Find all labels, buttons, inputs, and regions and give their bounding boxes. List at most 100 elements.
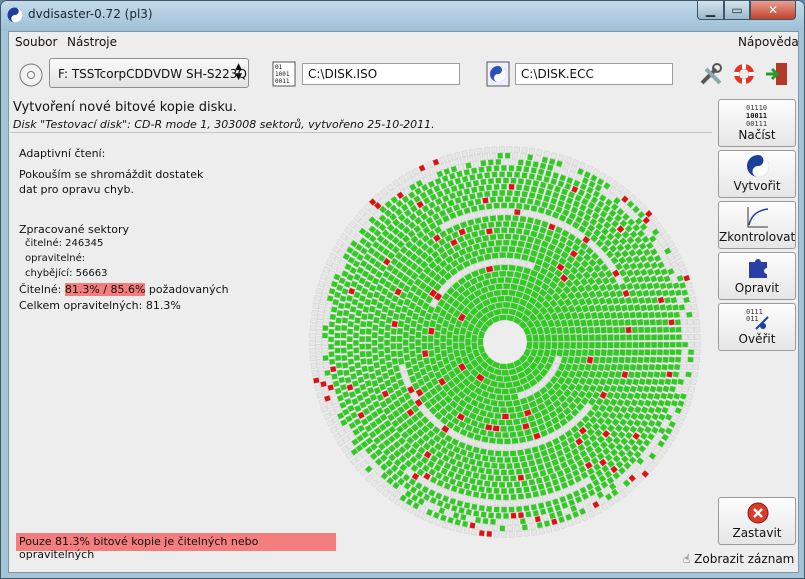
read-button[interactable]: 01110 10011 00111 Načíst [718, 99, 796, 147]
sector-cell [586, 467, 596, 476]
sector-cell [378, 423, 387, 432]
sector-cell [512, 379, 522, 388]
create-button[interactable]: Vytvořit [718, 150, 796, 198]
sector-cell [662, 385, 670, 393]
sector-cell [544, 293, 554, 303]
sector-cell [600, 349, 608, 357]
drive-select-value: F: TSSTcorpCDDVDW SH-S223Q [58, 67, 247, 81]
sector-cell [461, 297, 471, 307]
sector-cell [532, 284, 542, 294]
sector-cell [567, 304, 576, 314]
sector-cell [406, 385, 416, 395]
menu-tools[interactable]: Nástroje [67, 35, 118, 49]
sector-cell [463, 252, 473, 261]
sector-cell [397, 357, 405, 366]
verify-button[interactable]: Zkontrolovat [718, 201, 796, 249]
sector-cell [587, 510, 596, 519]
sector-cell [508, 183, 515, 190]
lifebuoy-icon[interactable] [731, 61, 757, 87]
sector-cell [550, 518, 558, 526]
sector-cell [519, 397, 529, 406]
sector-cell [318, 373, 326, 381]
sector-cell [429, 298, 439, 308]
sector-cell [433, 264, 443, 274]
sector-cell [571, 469, 581, 478]
sector-cell [517, 511, 525, 519]
sector-cell [579, 356, 588, 365]
sector-cell [352, 347, 360, 354]
stop-button[interactable]: Zastavit [718, 497, 796, 545]
sector-cell [553, 185, 562, 194]
sector-cell [494, 431, 502, 439]
sector-cell [372, 400, 381, 409]
sector-cell [364, 446, 374, 455]
sector-cell [529, 325, 539, 336]
sector-cell [544, 189, 553, 197]
sector-cell [506, 481, 513, 488]
sector-cell [498, 481, 506, 488]
sector-cell [448, 172, 457, 180]
sector-cell [390, 464, 399, 473]
sector-cell [511, 296, 521, 304]
sector-cell [425, 508, 434, 517]
sector-cell [595, 397, 604, 407]
sector-cell [502, 432, 510, 439]
sector-cell [604, 269, 614, 279]
iso-path-field[interactable]: C:\DISK.ISO [302, 63, 460, 85]
sector-cell [625, 326, 632, 334]
sector-cell [565, 492, 574, 501]
sector-cell [622, 311, 630, 319]
menu-help[interactable]: Nápověda [738, 35, 799, 49]
sector-cell [605, 404, 614, 414]
sector-cell [554, 285, 564, 295]
sector-cell [548, 410, 558, 419]
sector-cell [495, 494, 502, 501]
sector-cell [416, 437, 426, 447]
sector-cell [604, 470, 613, 479]
sector-cell [568, 211, 577, 221]
sector-cell [605, 296, 614, 306]
menu-file[interactable]: Soubor [15, 35, 58, 49]
sector-cell [622, 262, 631, 271]
compare-button[interactable]: 0111 011 Ověřit [718, 303, 796, 351]
show-log-button[interactable]: ☝ Zobrazit záznam [683, 552, 794, 566]
sector-cell [452, 511, 460, 520]
sector-cell [502, 220, 510, 228]
sector-cell [531, 528, 538, 536]
sector-cell [625, 449, 635, 458]
sector-cell [459, 156, 467, 165]
sector-cell [522, 467, 531, 475]
minimize-button[interactable]: ▁ [697, 1, 724, 20]
maximize-button[interactable]: ▭ [724, 1, 750, 20]
sector-cell [478, 485, 486, 493]
sector-cell [319, 298, 327, 306]
sector-cell [513, 271, 522, 279]
sector-cell [452, 424, 462, 434]
sector-cell [385, 467, 394, 477]
sector-cell [639, 268, 648, 277]
drive-select[interactable]: F: TSSTcorpCDDVDW SH-S223Q ▲ ▼ [49, 58, 249, 88]
sector-cell [464, 312, 474, 322]
exit-icon[interactable] [764, 61, 790, 87]
sector-cell [474, 497, 482, 505]
sector-cell [491, 208, 499, 216]
sector-cell [610, 219, 620, 229]
sector-cell [424, 480, 433, 489]
sector-cell [632, 282, 641, 291]
sector-cell [417, 497, 426, 506]
sector-cell [426, 305, 436, 315]
sector-cell [487, 240, 495, 248]
sector-cell [461, 288, 472, 298]
sector-cell [476, 523, 484, 531]
sector-cell [452, 445, 461, 454]
sector-cell [480, 369, 491, 379]
tools-icon[interactable] [698, 61, 724, 87]
sector-cell [574, 369, 584, 379]
repair-button[interactable]: Opravit [718, 252, 796, 300]
title-bar[interactable]: dvdisaster-0.72 (pl3) ▁ ▭ ✕ [1, 1, 804, 31]
close-button[interactable]: ✕ [750, 1, 796, 20]
sector-cell [483, 147, 490, 154]
sector-cell [363, 203, 372, 212]
ecc-path-field[interactable]: C:\DISK.ECC [515, 63, 673, 85]
